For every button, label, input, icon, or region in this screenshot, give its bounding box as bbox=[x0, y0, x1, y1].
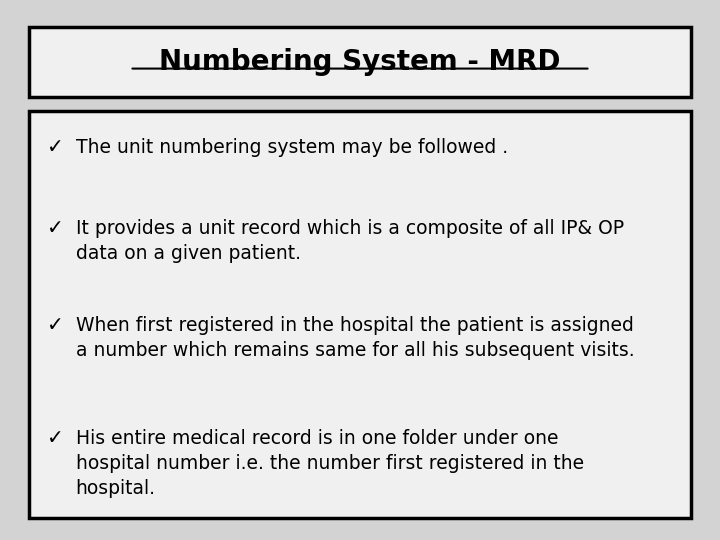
Text: It provides a unit record which is a composite of all IP& OP
data on a given pat: It provides a unit record which is a com… bbox=[76, 219, 624, 262]
Text: ✓: ✓ bbox=[47, 219, 63, 238]
FancyBboxPatch shape bbox=[29, 111, 691, 518]
FancyBboxPatch shape bbox=[29, 27, 691, 97]
Text: ✓: ✓ bbox=[47, 316, 63, 335]
Text: When first registered in the hospital the patient is assigned
a number which rem: When first registered in the hospital th… bbox=[76, 316, 634, 360]
Text: ✓: ✓ bbox=[47, 138, 63, 157]
Text: The unit numbering system may be followed .: The unit numbering system may be followe… bbox=[76, 138, 508, 157]
Text: His entire medical record is in one folder under one
hospital number i.e. the nu: His entire medical record is in one fold… bbox=[76, 429, 584, 498]
Text: Numbering System - MRD: Numbering System - MRD bbox=[159, 48, 561, 76]
Text: ✓: ✓ bbox=[47, 429, 63, 448]
